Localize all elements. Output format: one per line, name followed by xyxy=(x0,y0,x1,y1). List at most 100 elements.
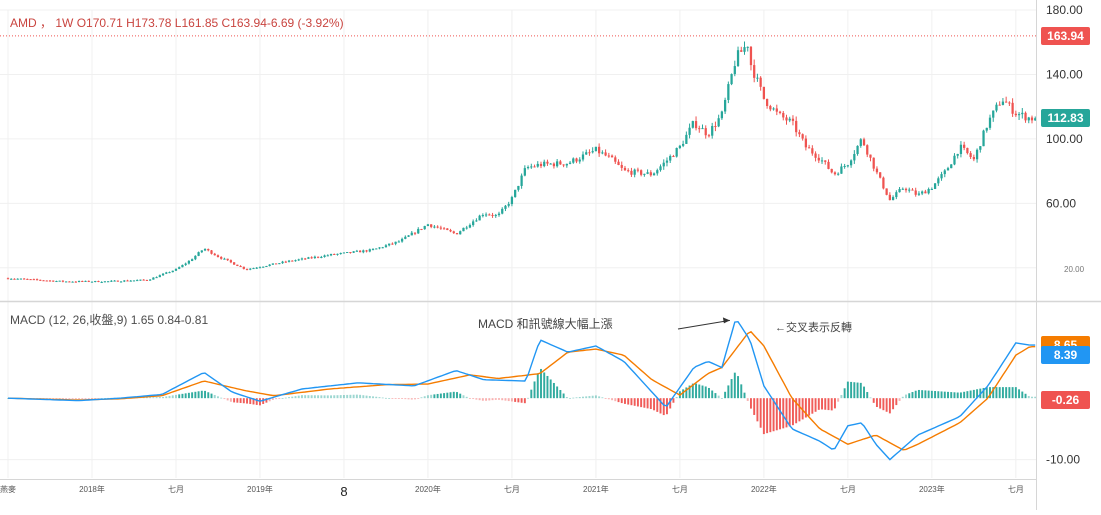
candle-body xyxy=(856,145,859,154)
candle-body xyxy=(656,170,659,174)
candle-body xyxy=(940,174,943,179)
histogram-bar xyxy=(323,395,326,399)
candle-body xyxy=(97,280,100,283)
candle-body xyxy=(1008,102,1011,104)
candle-body xyxy=(132,280,136,282)
histogram-bar xyxy=(307,395,310,399)
candle-body xyxy=(843,166,846,168)
histogram-bar xyxy=(249,398,252,405)
histogram-bar xyxy=(527,397,530,399)
candle-body xyxy=(824,160,827,162)
histogram-bar xyxy=(452,391,455,399)
candle-body xyxy=(775,108,778,112)
candle-body xyxy=(449,230,452,232)
histogram-bar xyxy=(950,392,953,399)
histogram-bar xyxy=(255,398,258,405)
signal-line xyxy=(7,330,1036,451)
candle-body xyxy=(927,189,930,194)
candle-body xyxy=(333,254,336,256)
candle-body xyxy=(455,233,459,235)
candle-body xyxy=(736,50,740,67)
candle-body xyxy=(16,278,19,280)
candle-body xyxy=(972,157,975,160)
candle-body xyxy=(71,281,74,283)
histogram-bar xyxy=(229,398,232,402)
histogram-bar xyxy=(226,398,229,401)
candle-body xyxy=(252,268,255,270)
legend-symbol: AMD xyxy=(10,16,37,30)
candle-body xyxy=(921,191,924,194)
histogram-bar xyxy=(339,395,342,399)
candle-body xyxy=(730,74,733,85)
histogram-bar xyxy=(262,398,265,404)
candle-body xyxy=(400,238,404,242)
histogram-bar xyxy=(320,395,323,399)
histogram-bar xyxy=(446,392,449,399)
histogram-bar xyxy=(504,398,507,401)
candle-body xyxy=(320,256,323,258)
candle-body xyxy=(740,50,743,52)
histogram-bar xyxy=(856,382,859,399)
time-tick-label: 七月 xyxy=(168,485,184,494)
histogram-bar xyxy=(930,390,933,399)
candle-body xyxy=(888,194,891,201)
candle-body xyxy=(352,251,355,253)
histogram-bar xyxy=(278,398,281,399)
histogram-bar xyxy=(872,398,875,403)
candle-body xyxy=(77,281,81,283)
candle-body xyxy=(914,190,917,195)
candle-body xyxy=(820,160,824,162)
candle-body xyxy=(404,236,407,239)
candle-body xyxy=(733,66,736,75)
candle-body xyxy=(394,241,397,244)
histogram-bar xyxy=(611,398,614,401)
histogram-bar xyxy=(859,382,862,399)
histogram-bar xyxy=(336,395,339,399)
candle-body xyxy=(291,260,294,262)
histogram-bar xyxy=(743,392,746,399)
histogram-bar xyxy=(575,397,578,399)
candle-body xyxy=(546,161,549,164)
histogram-bar xyxy=(675,397,678,399)
histogram-bar xyxy=(288,397,291,399)
candle-body xyxy=(265,265,268,267)
candle-body xyxy=(526,167,530,169)
histogram-bar xyxy=(271,398,274,400)
candle-body xyxy=(568,162,572,164)
candle-body xyxy=(604,152,607,156)
candle-body xyxy=(720,111,724,119)
candle-body xyxy=(859,139,862,146)
histogram-bar xyxy=(81,398,84,399)
candle-body xyxy=(594,146,598,152)
histogram-bar xyxy=(530,389,533,399)
candle-body xyxy=(297,259,300,261)
histogram-bar xyxy=(459,393,462,399)
histogram-bar xyxy=(917,389,920,399)
histogram-bar xyxy=(155,397,158,399)
histogram-bar xyxy=(443,393,446,399)
histogram-bar xyxy=(149,397,152,399)
histogram-bar xyxy=(540,368,542,399)
time-tick-label: 七月 xyxy=(840,485,856,494)
candle-body xyxy=(533,166,536,168)
histogram-bar xyxy=(187,392,190,399)
candle-body xyxy=(358,250,362,253)
histogram-bar xyxy=(472,398,475,400)
candle-body xyxy=(362,250,365,253)
annotation-arrowhead xyxy=(722,317,730,324)
candle-body xyxy=(110,280,113,282)
candle-body xyxy=(930,188,933,190)
candle-body xyxy=(924,191,927,194)
histogram-bar xyxy=(885,398,888,412)
histogram-bar xyxy=(488,398,491,401)
candle-body xyxy=(875,168,879,173)
histogram-bar xyxy=(643,398,646,408)
candle-body xyxy=(995,104,998,111)
histogram-bar xyxy=(717,395,720,399)
candle-body xyxy=(6,278,10,280)
histogram-value-tag: -0.26 xyxy=(1041,390,1090,409)
histogram-bar xyxy=(727,385,730,399)
candle-body xyxy=(1001,101,1005,105)
macd-lines xyxy=(7,320,1036,461)
histogram-bar xyxy=(863,386,865,399)
